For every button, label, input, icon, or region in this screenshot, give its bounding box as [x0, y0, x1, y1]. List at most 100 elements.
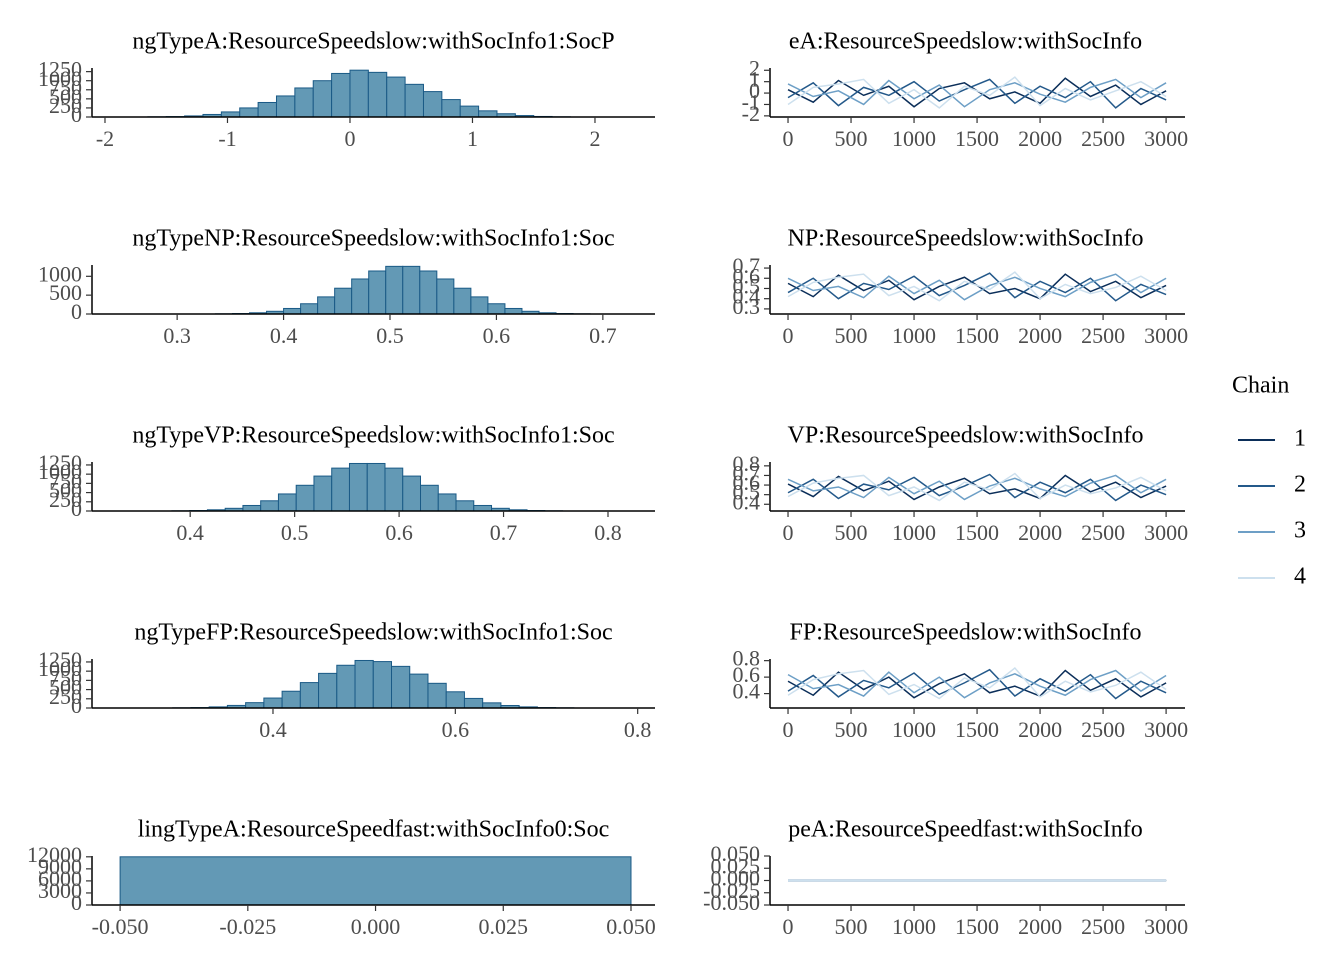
x-tick-label: 0 [783, 126, 794, 151]
y-tick-label: 750 [49, 75, 82, 100]
bar [331, 467, 350, 512]
bar [455, 500, 475, 512]
x-tick-label: -0.025 [219, 914, 276, 939]
x-tick-label: 1000 [892, 323, 936, 348]
bar [367, 71, 388, 118]
trace-line [787, 667, 1167, 700]
x-tick-label: 0.8 [624, 717, 652, 742]
panel: FP:ResourceSpeedslow:withSocInfo 0.40.60.… [733, 620, 1189, 743]
legend-title: Chain [1232, 373, 1289, 399]
panel-title: peA:ResourceSpeedfast:withSocInfo [788, 817, 1143, 843]
title-group: NP:ResourceSpeedslow:withSocInfo [788, 226, 1144, 252]
y-tick-label: 0.5 [733, 480, 761, 505]
x-tick-label: 2500 [1081, 717, 1125, 742]
y-tick-label: 0.7 [733, 460, 761, 485]
y-tick-label: 0.050 [711, 841, 761, 866]
y-tick-label: 6000 [38, 866, 82, 891]
y-tick-label: -1 [742, 90, 760, 115]
bar [331, 72, 351, 118]
y-tick-label: 0 [71, 299, 82, 324]
bar [294, 87, 314, 118]
bar [441, 99, 461, 118]
x-tick-label: -2 [96, 126, 114, 151]
x-tick-label: 0.5 [281, 520, 309, 545]
y-tick-label: 0.7 [733, 253, 761, 278]
panel: ngTypeFP:ResourceSpeedslow:withSocInfo1:… [38, 620, 655, 742]
y-tick-label: 12000 [27, 842, 82, 867]
panel: ngTypeNP:ResourceSpeedslow:withSocInfo1:… [38, 226, 655, 348]
panel-title: ngTypeA:ResourceSpeedslow:withSocInfo1:S… [132, 29, 614, 55]
panel-title: eA:ResourceSpeedslow:withSocInfo [789, 29, 1142, 55]
legend-label: 4 [1294, 564, 1306, 590]
x-tick-label: 2500 [1081, 126, 1125, 151]
x-tick-label: 2500 [1081, 323, 1125, 348]
bar [420, 484, 439, 512]
panel: VP:ResourceSpeedslow:withSocInfo0.40.50.… [733, 423, 1189, 546]
panel: eA:ResourceSpeedslow:withSocInfo-2-10120… [742, 29, 1188, 152]
bar [349, 69, 369, 118]
y-tick-label: 0.6 [733, 470, 761, 495]
trace-line [787, 669, 1167, 699]
bar [295, 484, 315, 512]
y-tick-label: 0.8 [733, 451, 761, 476]
bar [336, 664, 356, 709]
x-tick-label: 0.050 [606, 914, 656, 939]
x-tick-label: 0.4 [270, 323, 298, 348]
y-tick-label: 0.3 [733, 294, 761, 319]
x-tick-label: 0 [783, 323, 794, 348]
y-tick-label: 500 [49, 84, 82, 109]
bar [257, 101, 277, 118]
y-tick-label: 0.025 [711, 853, 761, 878]
y-tick-label: 0 [71, 890, 82, 915]
x-tick-label: 2000 [1018, 520, 1062, 545]
title-group: ngTypeVP:ResourceSpeedslow:withSocInfo1:… [132, 423, 614, 449]
bar [312, 80, 333, 118]
bar [463, 697, 484, 709]
bar [277, 493, 297, 512]
x-tick-label: 1 [467, 126, 478, 151]
bar [384, 467, 404, 512]
bar [351, 278, 370, 315]
bar [409, 673, 429, 709]
panel: lingTypeA:ResourceSpeedfast:withSocInfo0… [27, 817, 656, 940]
x-tick-label: 0.7 [589, 323, 617, 348]
bar [366, 462, 386, 512]
bar [459, 105, 480, 118]
x-tick-label: 500 [835, 126, 868, 151]
trace-line [787, 472, 1167, 502]
x-tick-label: 2 [589, 126, 600, 151]
y-tick-label: 750 [49, 468, 82, 493]
bar [368, 270, 387, 315]
x-tick-label: 0.025 [479, 914, 529, 939]
x-tick-label: 0.6 [385, 520, 413, 545]
y-tick-label: 1000 [38, 459, 82, 484]
bar [427, 682, 447, 709]
panel: ngTypeA:ResourceSpeedslow:withSocInfo1:S… [38, 29, 655, 151]
y-tick-label: 3000 [38, 878, 82, 903]
bar [436, 278, 455, 315]
panel-title: ngTypeNP:ResourceSpeedslow:withSocInfo1:… [132, 226, 614, 252]
trace-line [787, 78, 1167, 108]
bar [281, 690, 301, 709]
x-tick-label: 0.6 [483, 323, 511, 348]
panel-title: FP:ResourceSpeedslow:withSocInfo [790, 620, 1142, 646]
bar [385, 265, 404, 315]
bar [391, 665, 411, 709]
x-tick-label: 0.4 [176, 520, 204, 545]
bar [283, 307, 302, 315]
bar [242, 504, 262, 512]
panel: ngTypeVP:ResourceSpeedslow:withSocInfo1:… [38, 423, 655, 545]
x-tick-label: 3000 [1144, 126, 1188, 151]
panel-title: lingTypeA:ResourceSpeedfast:withSocInfo0… [138, 817, 610, 843]
bar [239, 107, 259, 118]
panel: NP:ResourceSpeedslow:withSocInfo0.30.40.… [733, 226, 1189, 349]
y-tick-label: -2 [742, 101, 760, 126]
x-tick-label: 1000 [892, 520, 936, 545]
x-tick-label: 3000 [1144, 717, 1188, 742]
bar [402, 265, 421, 315]
y-tick-label: 0.8 [733, 646, 761, 671]
x-tick-label: 0 [344, 126, 355, 151]
x-tick-label: 2000 [1018, 323, 1062, 348]
x-tick-label: 1500 [955, 914, 999, 939]
